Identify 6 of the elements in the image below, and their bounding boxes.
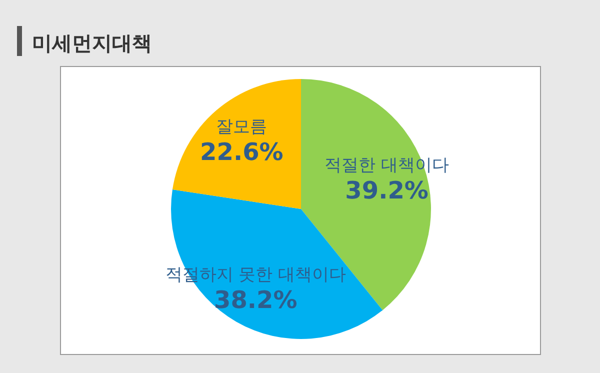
data-label: 39.2% xyxy=(345,176,428,205)
pie-slice xyxy=(172,79,301,209)
data-label: 22.6% xyxy=(200,138,284,166)
chart-title: 미세먼지대책 xyxy=(32,31,152,55)
slice-label: 잘모름 xyxy=(216,116,268,137)
data-label: 38.2% xyxy=(214,286,298,314)
